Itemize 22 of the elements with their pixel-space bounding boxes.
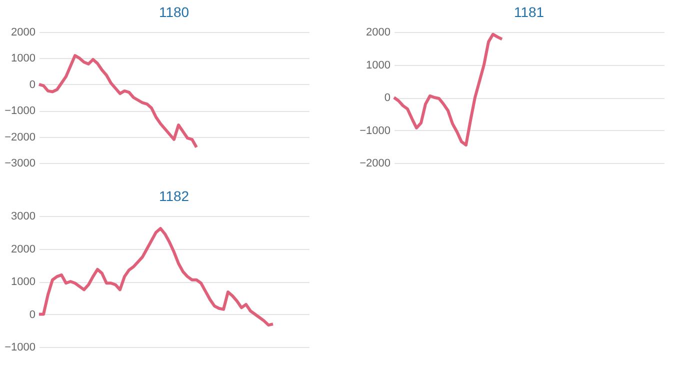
y-tick-label: −1000: [360, 124, 390, 137]
y-tick-label: 1000: [366, 59, 390, 72]
y-tick-label: −1000: [4, 105, 36, 118]
y-tick-label: 1000: [11, 276, 36, 288]
y-tick-label: 2000: [11, 26, 36, 38]
y-tick-label: 1000: [11, 52, 36, 65]
line-series: [38, 54, 198, 149]
y-tick-label: 0: [29, 78, 36, 91]
chart-title: 1182: [158, 188, 190, 204]
y-tick-label: −1000: [4, 342, 36, 354]
chart-title: 1180: [158, 4, 190, 20]
y-tick-label: 0: [29, 308, 36, 321]
line-series: [38, 226, 274, 327]
y-tick-label: 0: [384, 92, 390, 104]
y-tick-label: 2000: [366, 26, 390, 38]
chart-title: 1181: [514, 4, 544, 20]
line-series: [392, 32, 504, 146]
y-tick-label: −2000: [4, 131, 36, 144]
y-tick-label: −3000: [4, 158, 36, 170]
y-tick-label: −2000: [360, 158, 390, 170]
y-tick-label: 2000: [11, 243, 36, 256]
y-tick-label: 3000: [11, 210, 36, 222]
